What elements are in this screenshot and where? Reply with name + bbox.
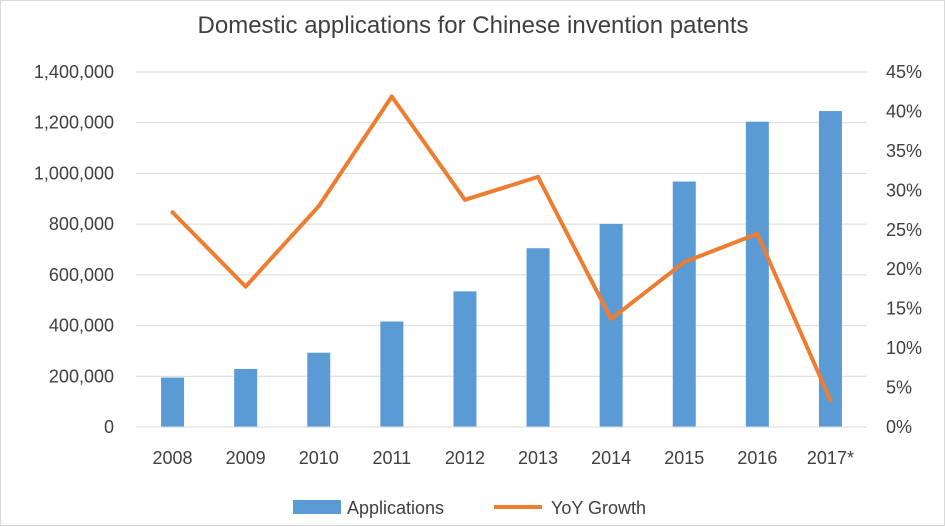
- line-yoy-growth-path: [170, 94, 833, 403]
- x-axis-tick-label: 2008: [153, 448, 193, 468]
- right-axis-tick-label: 45%: [886, 62, 922, 82]
- line-yoy-growth: [170, 94, 833, 403]
- bar-applications: [380, 321, 404, 427]
- bar-applications: [161, 377, 185, 427]
- bars-applications: [161, 111, 842, 428]
- point-yoy-growth: [170, 210, 175, 215]
- right-axis-tick-label: 5%: [886, 378, 912, 398]
- legend: Applications YoY Growth: [293, 498, 646, 518]
- point-yoy-growth: [536, 174, 541, 179]
- right-axis-tick-label: 35%: [886, 141, 922, 161]
- left-axis-tick-label: 600,000: [49, 265, 114, 285]
- legend-label-applications: Applications: [347, 498, 444, 518]
- left-axis-tick-label: 1,400,000: [34, 62, 114, 82]
- right-axis-tick-label: 20%: [886, 259, 922, 279]
- x-axis-tick-label: 2016: [737, 448, 777, 468]
- x-axis-tick-label: 2012: [445, 448, 485, 468]
- x-axis-tick-label: 2010: [299, 448, 339, 468]
- right-axis-tick-label: 25%: [886, 220, 922, 240]
- bar-applications: [599, 223, 623, 427]
- legend-label-yoy-growth: YoY Growth: [551, 498, 646, 518]
- x-axis-tick-label: 2014: [591, 448, 631, 468]
- left-axis-tick-label: 800,000: [49, 214, 114, 234]
- bar-applications: [453, 291, 477, 427]
- x-axis-tick-label: 2009: [226, 448, 266, 468]
- bar-applications: [745, 121, 769, 427]
- bar-applications: [672, 181, 696, 427]
- x-axis: 2008 2009 2010 2011 2012 2013 2014 2015 2016 2017…: [136, 426, 867, 468]
- x-axis-tick-label: 2017*: [807, 448, 854, 468]
- point-yoy-growth: [389, 94, 394, 99]
- left-axis-tick-label: 400,000: [49, 316, 114, 336]
- left-axis-tick-label: 0: [104, 417, 114, 437]
- bar-applications: [526, 248, 550, 427]
- right-axis-tick-label: 40%: [886, 101, 922, 121]
- left-axis-tick-label: 1,200,000: [34, 113, 114, 133]
- point-yoy-growth: [462, 197, 467, 202]
- right-axis-tick-label: 15%: [886, 299, 922, 319]
- right-axis-tick-label: 10%: [886, 338, 922, 358]
- legend-swatch-applications: [293, 500, 341, 514]
- x-axis-tick-label: 2015: [664, 448, 704, 468]
- point-yoy-growth: [316, 204, 321, 209]
- right-axis-tick-label: 0%: [886, 417, 912, 437]
- point-yoy-growth: [682, 260, 687, 265]
- right-axis: 0% 5% 10% 15% 20% 25% 30% 35% 40% 45%: [886, 62, 922, 437]
- left-axis-tick-label: 1,000,000: [34, 163, 114, 183]
- point-yoy-growth: [609, 316, 614, 321]
- bar-applications: [818, 111, 842, 428]
- bar-applications: [234, 368, 258, 427]
- bar-applications: [307, 352, 331, 427]
- chart-title: Domestic applications for Chinese invent…: [198, 12, 749, 39]
- left-axis-tick-label: 200,000: [49, 366, 114, 386]
- x-axis-tick-label: 2013: [518, 448, 558, 468]
- right-axis-tick-label: 30%: [886, 180, 922, 200]
- left-axis: 0 200,000 400,000 600,000 800,000 1,000,000 1,…: [34, 62, 114, 437]
- point-yoy-growth: [755, 231, 760, 236]
- x-axis-tick-label: 2011: [372, 448, 411, 468]
- point-yoy-growth: [243, 284, 248, 289]
- point-yoy-growth: [828, 398, 833, 403]
